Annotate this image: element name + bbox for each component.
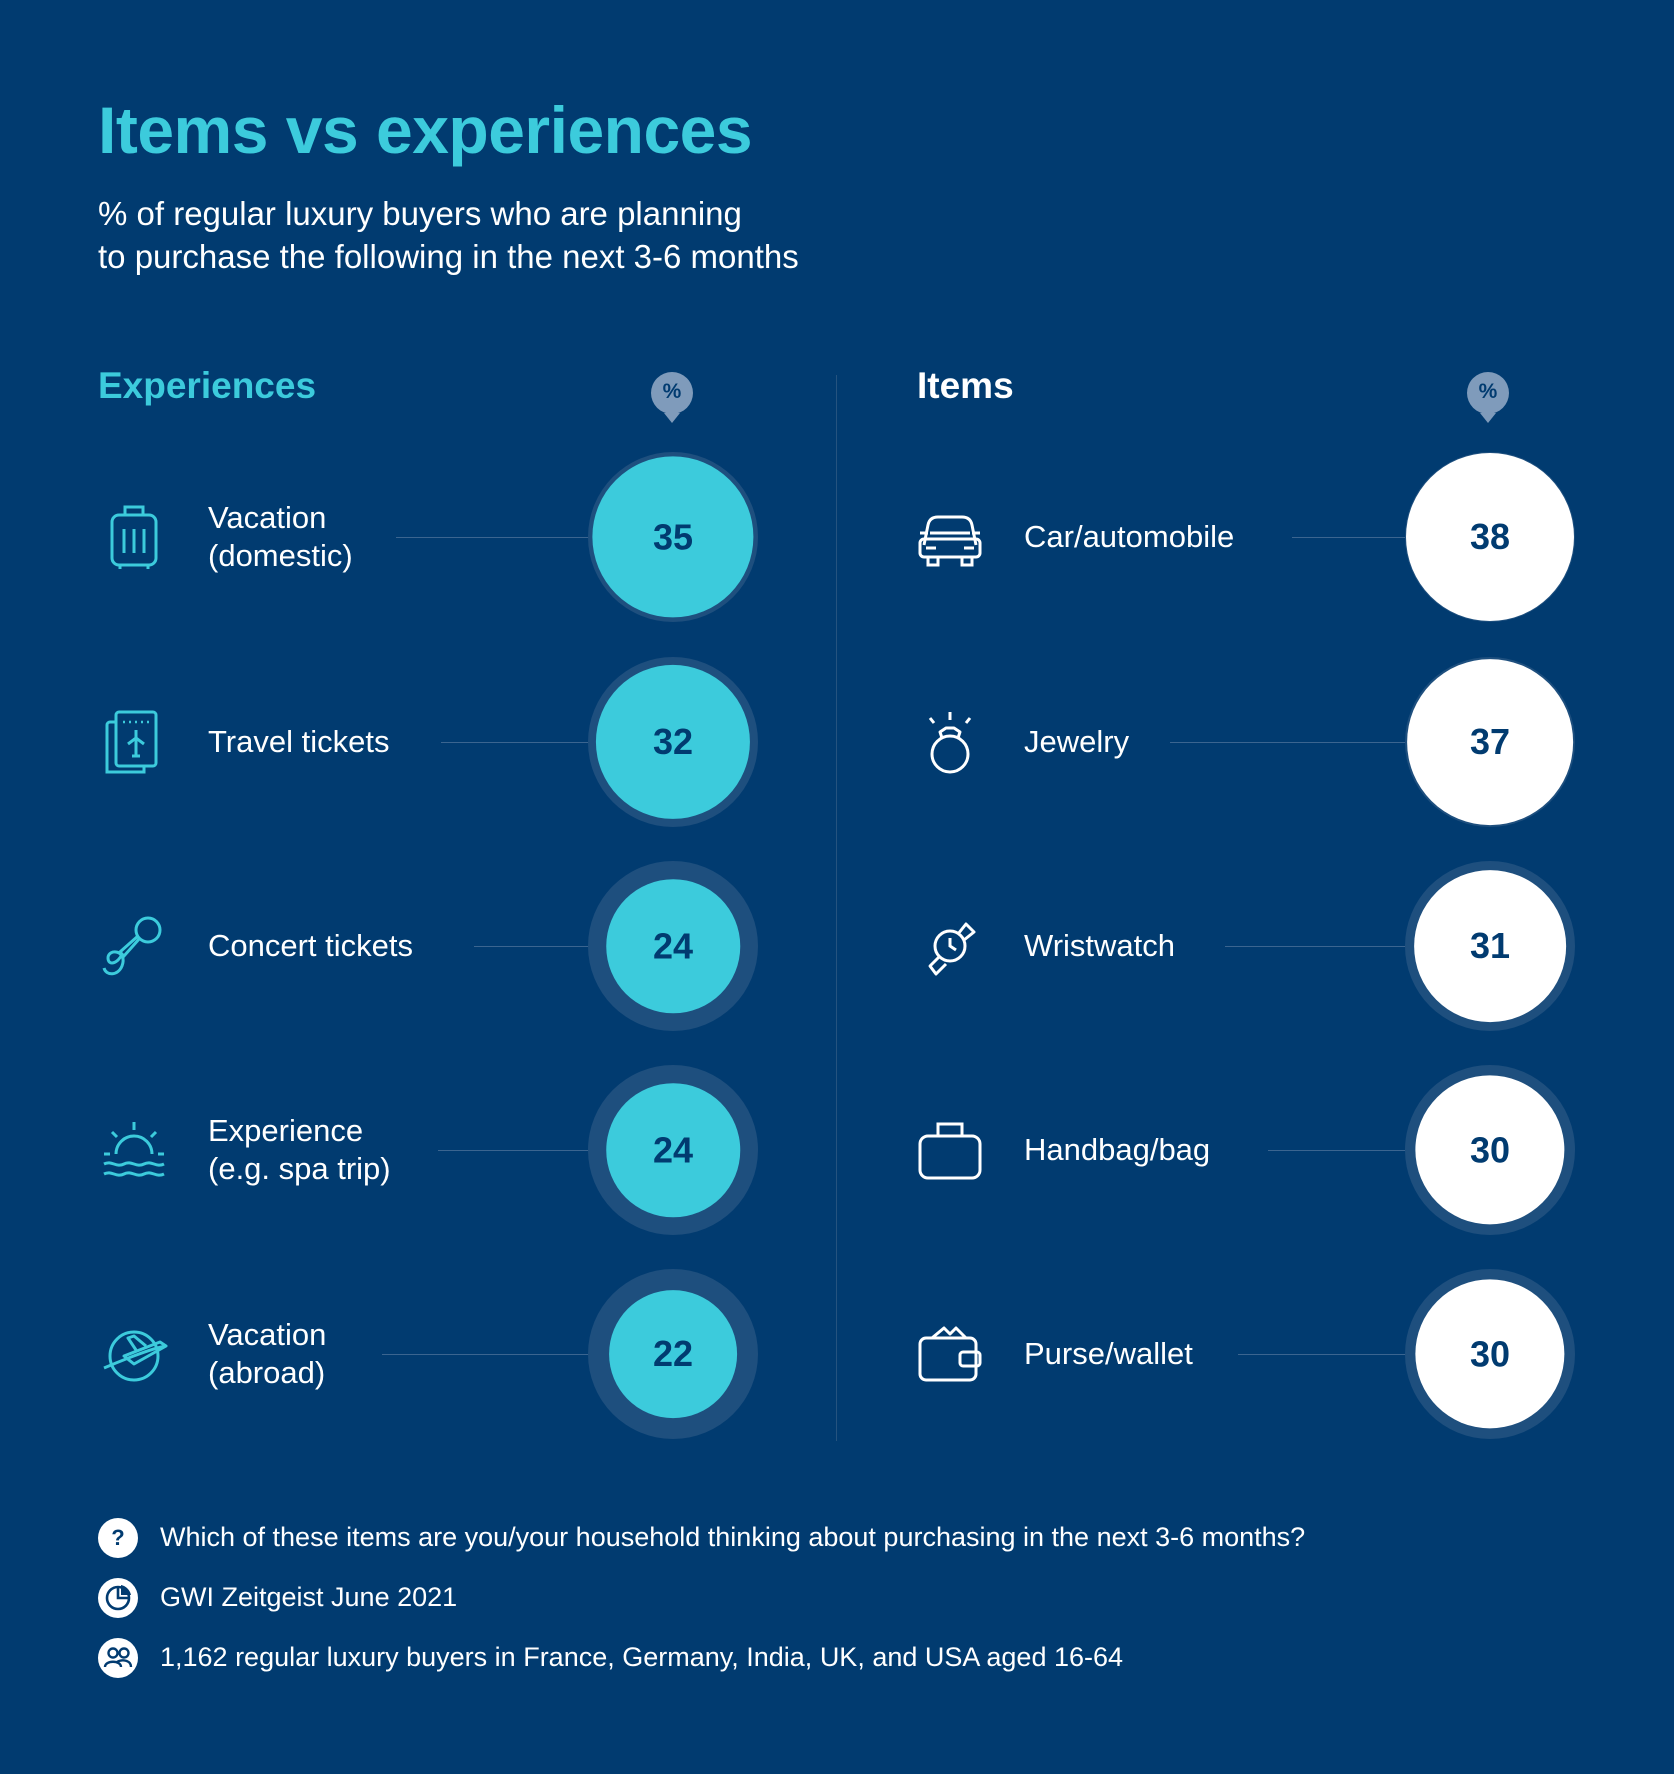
value-ring: 30 <box>1405 1269 1575 1439</box>
row-label: Handbag/bag <box>1024 1131 1210 1169</box>
value-ring: 37 <box>1405 657 1575 827</box>
leader-line <box>441 742 608 743</box>
row-label-line: Vacation <box>208 500 327 535</box>
chart-row: Travel tickets 32 <box>98 657 758 827</box>
row-label: Wristwatch <box>1024 927 1175 965</box>
chart-row: Vacation (domestic) 35 <box>98 452 758 622</box>
value-ring: 22 <box>588 1269 758 1439</box>
subtitle-line: to purchase the following in the next 3-… <box>98 238 799 275</box>
row-label: Vacation (domestic) <box>208 499 353 575</box>
leader-line <box>382 1354 608 1355</box>
sunrise-icon <box>98 1114 170 1186</box>
row-label: Purse/wallet <box>1024 1335 1193 1373</box>
value-bubble: 24 <box>606 1083 740 1217</box>
ring-icon <box>914 706 986 778</box>
ticket-icon <box>98 706 170 778</box>
leader-line <box>1238 1354 1425 1355</box>
value-bubble: 30 <box>1415 1075 1565 1225</box>
row-label: Experience (e.g. spa trip) <box>208 1112 391 1188</box>
value-ring: 30 <box>1405 1065 1575 1235</box>
question-icon: ? <box>98 1518 138 1558</box>
chart-row: Car/automobile 38 <box>914 452 1575 622</box>
experiences-heading: Experiences <box>98 365 317 406</box>
watch-icon <box>914 910 986 982</box>
subtitle-line: % of regular luxury buyers who are plann… <box>98 195 742 232</box>
value-ring: 35 <box>588 452 758 622</box>
leader-line <box>1268 1150 1425 1151</box>
value-bubble: 38 <box>1406 453 1574 621</box>
row-label-line: Handbag/bag <box>1024 1132 1211 1167</box>
chart-row: Wristwatch 31 <box>914 861 1575 1031</box>
suitcase-icon <box>98 501 170 573</box>
row-label-line: (domestic) <box>208 538 353 573</box>
row-label: Travel tickets <box>208 723 389 761</box>
row-label: Vacation (abroad) <box>208 1316 326 1392</box>
row-label: Car/automobile <box>1024 518 1234 556</box>
value-ring: 24 <box>588 1065 758 1235</box>
pie-chart-icon <box>98 1578 138 1618</box>
leader-line <box>1225 946 1425 947</box>
row-label-line: Jewelry <box>1024 724 1130 759</box>
footer-sample-text: 1,162 regular luxury buyers in France, G… <box>160 1642 1124 1672</box>
value-bubble: 31 <box>1414 870 1566 1022</box>
percent-badge-experiences: % <box>651 372 693 423</box>
value-bubble: 37 <box>1407 659 1573 825</box>
value-ring: 24 <box>588 861 758 1031</box>
row-label: Jewelry <box>1024 723 1129 761</box>
chart-row: Experience (e.g. spa trip) 24 <box>98 1065 758 1235</box>
value-bubble: 22 <box>609 1290 737 1418</box>
chart-row: Jewelry 37 <box>914 657 1575 827</box>
value-bubble: 24 <box>606 879 740 1013</box>
column-divider <box>836 375 837 1441</box>
row-label-line: Wristwatch <box>1024 928 1176 963</box>
footer-source-text: GWI Zeitgeist June 2021 <box>160 1582 458 1612</box>
value-ring: 38 <box>1405 452 1575 622</box>
row-label: Concert tickets <box>208 927 413 965</box>
leader-line <box>396 537 608 538</box>
handbag-icon <box>914 1114 986 1186</box>
value-bubble: 30 <box>1415 1279 1565 1429</box>
chart-row: Vacation (abroad) 22 <box>98 1269 758 1439</box>
row-label-line: Purse/wallet <box>1024 1336 1193 1371</box>
row-label-line: Vacation <box>208 1317 327 1352</box>
microphone-icon <box>98 910 170 982</box>
chart-row: Handbag/bag 30 <box>914 1065 1575 1235</box>
chart-subtitle: % of regular luxury buyers who are plann… <box>98 192 1098 278</box>
chart-title: Items vs experiences <box>98 93 753 167</box>
row-label-line: Concert tickets <box>208 928 414 963</box>
leader-line <box>1292 537 1425 538</box>
percent-badge-items: % <box>1467 372 1509 423</box>
value-ring: 31 <box>1405 861 1575 1031</box>
items-heading: Items <box>917 365 1014 406</box>
leader-line <box>438 1150 608 1151</box>
value-bubble: 35 <box>592 456 754 618</box>
row-label-line: Experience <box>208 1113 364 1148</box>
wallet-icon <box>914 1318 986 1390</box>
footer-question-text: Which of these items are you/your househ… <box>160 1522 1306 1552</box>
value-ring: 32 <box>588 657 758 827</box>
leader-line <box>474 946 608 947</box>
chart-row: Concert tickets 24 <box>98 861 758 1031</box>
globe-plane-icon <box>98 1318 170 1390</box>
car-icon <box>914 501 986 573</box>
row-label-line: Car/automobile <box>1024 519 1235 554</box>
row-label-line: (e.g. spa trip) <box>208 1151 391 1186</box>
people-icon <box>98 1638 138 1678</box>
leader-line <box>1170 742 1425 743</box>
row-label-line: (abroad) <box>208 1355 326 1390</box>
value-bubble: 32 <box>595 664 751 820</box>
chart-row: Purse/wallet 30 <box>914 1269 1575 1439</box>
row-label-line: Travel tickets <box>208 724 390 759</box>
